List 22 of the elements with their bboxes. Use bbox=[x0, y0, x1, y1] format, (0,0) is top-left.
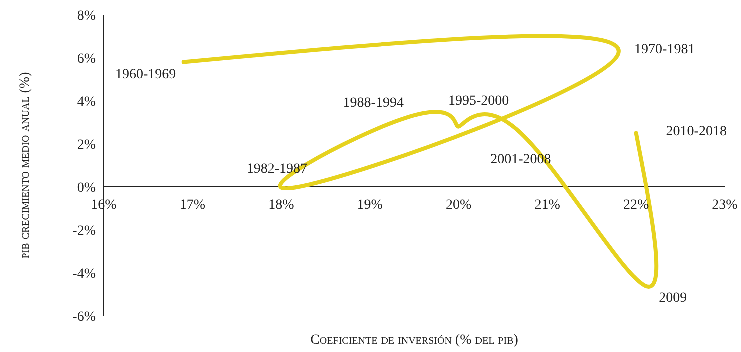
x-tick-label: 21% bbox=[534, 198, 561, 213]
x-axis-title: Coeficiente de inversión (% del pib) bbox=[310, 333, 519, 348]
annotation: 2010-2018 bbox=[666, 124, 727, 140]
y-tick-label: 4% bbox=[77, 94, 96, 110]
y-tick-label: 2% bbox=[77, 138, 96, 153]
x-tick-label: 17% bbox=[180, 198, 206, 213]
y-tick-label: 0% bbox=[77, 180, 96, 196]
y-tick-label: -2% bbox=[72, 224, 96, 239]
annotation: 1960-1969 bbox=[116, 67, 176, 82]
y-tick-label: -6% bbox=[72, 310, 96, 325]
x-tick-label: 18% bbox=[268, 198, 295, 213]
y-tick-label: -4% bbox=[72, 266, 96, 282]
annotation: 2009 bbox=[659, 290, 688, 306]
annotation: 1995-2000 bbox=[448, 94, 510, 109]
annotation: 1988-1994 bbox=[343, 96, 404, 112]
x-tick-label: 23% bbox=[712, 198, 738, 213]
y-tick-label: 6% bbox=[77, 52, 96, 67]
annotation: 1970-1981 bbox=[634, 42, 696, 58]
y-axis-title: pib crecimiento medio anual (%) bbox=[18, 72, 33, 259]
x-tick-label: 20% bbox=[446, 198, 472, 213]
y-tick-label: 8% bbox=[77, 8, 96, 24]
x-tick-label: 19% bbox=[357, 198, 384, 213]
